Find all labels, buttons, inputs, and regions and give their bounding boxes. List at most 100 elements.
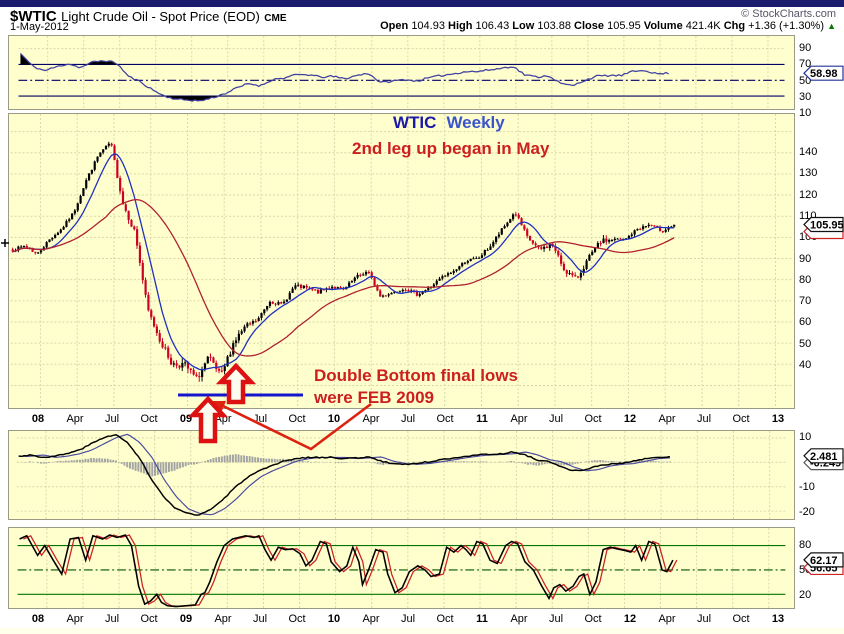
y-axis-label: 110 [799, 209, 817, 222]
y-axis-label: 130 [799, 167, 818, 180]
x-axis-label: Oct [584, 413, 602, 425]
annotation-double-bottom-line2: were FEB 2009 [314, 388, 435, 407]
macd-panel [8, 430, 795, 520]
high-value: 106.43 [475, 20, 510, 32]
y-axis-label: 70 [799, 58, 812, 71]
annotation-double-bottom-line1: Double Bottom final lows [314, 366, 518, 385]
annotation-wtic: WTIC [393, 113, 437, 132]
instrument-title: Light Crude Oil - Spot Price (EOD) [61, 9, 260, 24]
close-value: 105.95 [607, 20, 641, 32]
chart-header: $WTIC Light Crude Oil - Spot Price (EOD)… [10, 8, 287, 26]
y-axis-label: 80 [799, 273, 812, 286]
x-axis-label: Apr [510, 413, 528, 425]
annotation-wtic-weekly: WTIC Weekly [393, 113, 505, 133]
chart-date: 1-May-2012 [10, 21, 69, 33]
rsi-panel [8, 35, 795, 110]
y-axis-label: 30 [799, 90, 812, 103]
macd-plot [16, 431, 787, 519]
x-axis-bottom: 08 Apr Jul Oct 09 Apr Jul Oct 10 Apr Jul Oct 11 Apr Ju… [0, 610, 844, 628]
open-label: Open [380, 20, 409, 32]
low-value: 103.88 [537, 20, 571, 32]
x-axis-label: 10 [327, 413, 341, 425]
macd-value-badge [803, 448, 844, 464]
x-axis-label: Jul [696, 613, 712, 625]
close-label: Close [574, 20, 605, 32]
x-axis-main: 08 Apr Jul Oct 09 Apr Jul Oct 10 Apr Jul Oct 11 Apr Ju… [0, 410, 844, 428]
stoch-signal-badge-value: 56.65 [810, 562, 838, 574]
y-axis-label: 60 [799, 316, 812, 329]
y-axis-label: -10 [799, 481, 815, 493]
y-axis-label: 140 [799, 146, 818, 158]
x-axis-label: Jul [104, 613, 120, 625]
x-axis-label: 11 [476, 613, 488, 625]
y-axis-label: 80 [799, 539, 812, 551]
stockcharts-credit: © StockCharts.com [741, 8, 836, 20]
x-axis-label: Oct [140, 413, 158, 425]
x-axis-label: 12 [623, 413, 637, 425]
x-axis-label: Oct [288, 613, 306, 625]
y-axis-label: 50 [799, 564, 812, 576]
x-axis-label: Oct [732, 613, 750, 625]
x-axis-label: Oct [288, 413, 306, 425]
x-axis-label: 11 [476, 413, 488, 425]
y-axis-label: 120 [799, 188, 818, 201]
x-axis-label: Oct [584, 613, 602, 625]
y-axis-label: 20 [799, 589, 812, 601]
rsi-plot [18, 36, 785, 109]
x-axis-label: Jul [400, 413, 416, 425]
y-axis-label: 90 [799, 252, 812, 265]
x-axis-label: Jul [548, 613, 564, 625]
volume-label: Volume [643, 20, 683, 32]
volume-value: 421.4K [685, 20, 721, 32]
macd-secondary-badge-value: -0.249 [810, 458, 841, 470]
x-axis-label: Apr [362, 613, 380, 625]
x-axis-label: Oct [436, 613, 454, 625]
stoch-value-badge-value: 62.17 [810, 555, 838, 567]
ticker-symbol: $WTIC [10, 8, 57, 25]
x-axis-label: Apr [658, 613, 676, 625]
annotation-double-bottom: Double Bottom final lows were FEB 2009 [314, 365, 518, 409]
price-panel [8, 113, 795, 409]
x-axis-label: Apr [362, 413, 380, 425]
quote-summary: Open 104.93 High 106.43 Low 103.88 Close… [380, 20, 836, 32]
y-axis-label: 10 [799, 431, 812, 443]
x-axis-label: Apr [66, 413, 84, 425]
price-plot [10, 114, 793, 408]
window-top-bar [0, 0, 844, 7]
x-axis-label: Jul [400, 613, 416, 625]
macd-value-badge-value: 2.481 [810, 451, 838, 463]
annotation-weekly: Weekly [446, 113, 505, 132]
stochastic-plot [17, 528, 786, 608]
open-value: 104.93 [411, 20, 445, 32]
x-axis-label: Apr [214, 413, 232, 425]
y-axis-label: 100 [799, 231, 818, 244]
x-axis-label: 12 [623, 613, 637, 625]
chart-footer-strip [0, 628, 844, 634]
x-axis-label: Jul [104, 413, 120, 425]
up-triangle-icon: ▲ [827, 21, 836, 31]
x-axis-label: Apr [510, 613, 528, 625]
x-axis-label: 08 [31, 613, 45, 625]
high-label: High [448, 20, 473, 32]
x-axis-label: 10 [327, 613, 341, 625]
low-label: Low [512, 20, 535, 32]
y-axis-label: -20 [799, 506, 815, 518]
chg-value: +1.36 (+1.30%) [748, 20, 825, 32]
x-axis-label: 08 [31, 413, 45, 425]
x-axis-label: Jul [548, 413, 564, 425]
stochastic-panel [8, 527, 795, 609]
x-axis-label: Jul [252, 613, 268, 625]
annotation-second-leg: 2nd leg up began in May [352, 139, 550, 158]
y-axis-label: 40 [799, 359, 812, 371]
rsi-value-badge-value: 58.98 [810, 68, 838, 80]
x-axis-label: 09 [179, 613, 193, 625]
y-axis-label: 50 [799, 74, 812, 87]
y-axis-label: 70 [799, 295, 812, 308]
macd-secondary-badge [803, 455, 844, 471]
x-axis-label: Jul [252, 413, 268, 425]
x-axis-label: Apr [66, 613, 84, 625]
x-axis-label: 09 [179, 413, 193, 425]
x-axis-label: Apr [214, 613, 232, 625]
exchange-label: CME [264, 13, 287, 24]
